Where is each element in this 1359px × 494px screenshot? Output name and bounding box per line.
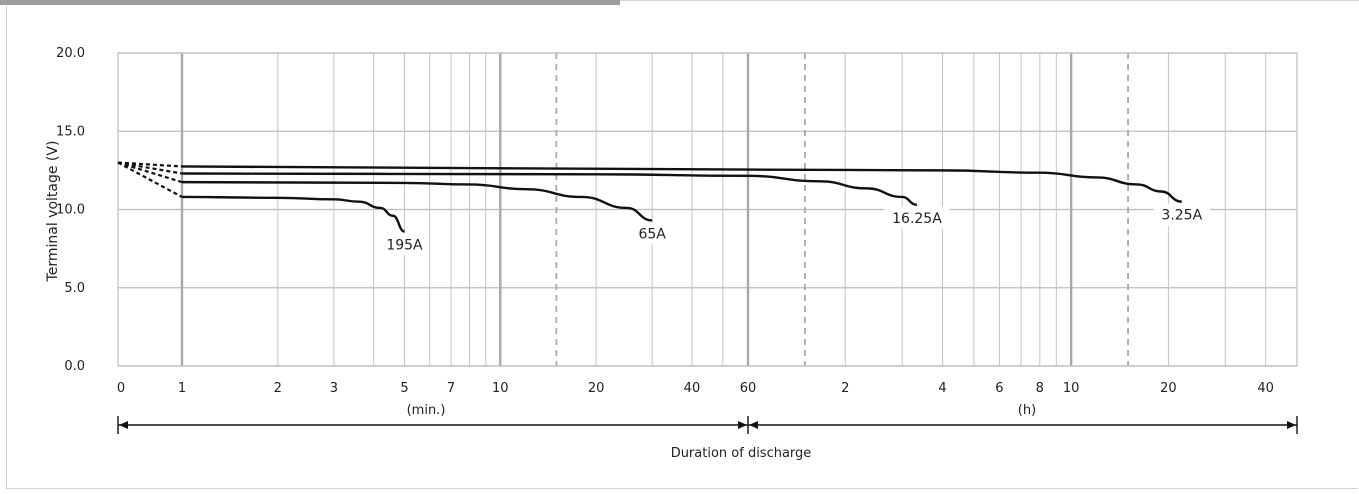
y-tick-label: 20.0: [56, 46, 85, 61]
x-axis-title: Duration of discharge: [671, 446, 812, 461]
y-axis-title: Terminal voltage (V): [45, 141, 61, 283]
plot-border: [117, 52, 1298, 367]
x-tick-label: 4: [938, 381, 946, 396]
x-tick-label: 20: [1160, 381, 1177, 396]
tick-labels: 20.0 15.0 10.0 5.0 0.0 0 1 2 3 5 7 10 20 40 60 2 4 6 8 10 20…: [56, 46, 1274, 396]
chart-frame: [6, 6, 1358, 489]
arrowhead-mid-right: [749, 421, 758, 429]
x-tick-label: 6: [995, 381, 1003, 396]
x-tick-label: 10: [1063, 381, 1080, 396]
x-tick-label: 40: [1257, 381, 1274, 396]
unit-label-hours: (h): [1018, 403, 1036, 418]
y-tick-label: 0.0: [64, 359, 85, 374]
arrowhead-right: [1287, 421, 1296, 429]
curve-label-bg: [884, 206, 950, 229]
x-tick-label: 7: [447, 381, 455, 396]
axis-frame: [117, 52, 1298, 367]
x-tick-label: 20: [588, 381, 605, 396]
grid-lines: [118, 52, 1297, 367]
curve-label: 3.25A: [1161, 208, 1202, 224]
discharge-curves: 195A 65A 16.25A 3.25A: [117, 161, 1211, 256]
y-tick-label: 5.0: [64, 281, 85, 296]
x-tick-label: 8: [1036, 381, 1044, 396]
x-tick-label: 2: [841, 381, 849, 396]
curve-label: 195A: [386, 237, 423, 253]
arrowhead-mid-left: [738, 421, 747, 429]
curve-lead-in: [117, 161, 183, 168]
x-tick-label: 3: [330, 381, 338, 396]
header-rule: [620, 0, 1359, 1]
y-tick-label: 15.0: [56, 124, 85, 139]
y-tick-label: 10.0: [56, 203, 85, 218]
x-tick-label: 2: [274, 381, 282, 396]
discharge-curve: [181, 172, 918, 207]
curve-label-bg: [1153, 203, 1211, 226]
unit-label-minutes: (min.): [407, 403, 446, 418]
curve-label-bg: [632, 222, 672, 245]
curve-lead-in: [117, 161, 183, 198]
curve-label: 16.25A: [892, 211, 942, 227]
discharge-curve: [181, 165, 1182, 203]
arrowhead-left: [119, 421, 128, 429]
x-tick-label: 0: [117, 381, 125, 396]
x-tick-label: 60: [740, 381, 757, 396]
curve-label: 65A: [638, 226, 666, 242]
x-tick-label: 5: [400, 381, 408, 396]
x-tick-label: 1: [178, 381, 186, 396]
duration-arrows: [117, 416, 1298, 434]
curve-lead-in: [117, 161, 183, 175]
discharge-curve: [181, 180, 653, 222]
x-tick-label: 40: [684, 381, 701, 396]
x-tick-label: 10: [492, 381, 509, 396]
discharge-curve: [181, 195, 405, 233]
curve-label-bg: [380, 233, 429, 256]
header-tab-bar: [0, 0, 620, 5]
